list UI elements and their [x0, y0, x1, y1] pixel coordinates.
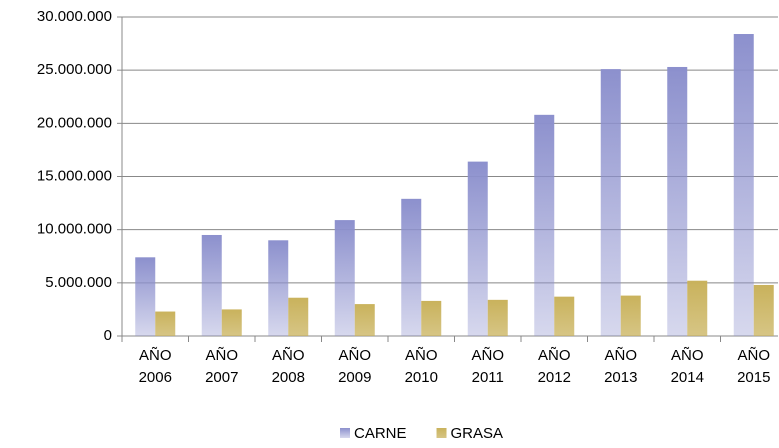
- bar: [600, 69, 621, 336]
- x-tick-label: AÑO 2009: [338, 347, 371, 386]
- legend-label: GRASA: [451, 425, 504, 442]
- x-tick-label: AÑO 2013: [604, 347, 637, 386]
- bar: [401, 198, 422, 336]
- x-tick-label: AÑO 2010: [405, 347, 438, 386]
- bar: [487, 299, 508, 336]
- x-tick-label: AÑO 2011: [471, 347, 504, 386]
- bar: [620, 295, 641, 336]
- y-tick-label: 5.000.000: [45, 274, 112, 291]
- x-tick-label: AÑO 2007: [205, 347, 238, 386]
- bar: [288, 297, 309, 336]
- y-tick-label: 15.000.000: [37, 167, 112, 184]
- bar: [268, 240, 289, 336]
- legend-swatch: [436, 428, 447, 438]
- y-tick-label: 25.000.000: [37, 61, 112, 78]
- bar: [221, 309, 242, 336]
- x-tick-label: AÑO 2006: [139, 347, 172, 386]
- y-tick-label: 20.000.000: [37, 114, 112, 131]
- bar: [354, 304, 375, 336]
- legend-label: CARNE: [354, 425, 407, 442]
- bar: [753, 284, 774, 336]
- y-tick-label: 0: [104, 327, 112, 344]
- bar: [733, 34, 754, 336]
- y-tick-label: 30.000.000: [37, 8, 112, 25]
- bar: [534, 114, 555, 337]
- bar: [687, 280, 708, 336]
- bar: [135, 257, 156, 336]
- x-tick-label: AÑO 2014: [671, 347, 704, 386]
- x-tick-label: AÑO 2012: [538, 347, 571, 386]
- x-tick-label: AÑO 2015: [737, 347, 770, 386]
- bar: [201, 234, 222, 336]
- bar: [155, 311, 176, 336]
- bar: [421, 300, 442, 336]
- bar: [467, 161, 488, 336]
- bar: [334, 220, 355, 336]
- x-tick-label: AÑO 2008: [272, 347, 305, 386]
- y-tick-label: 10.000.000: [37, 221, 112, 238]
- legend-swatch: [340, 428, 350, 438]
- bar: [667, 66, 688, 336]
- bar: [554, 296, 575, 336]
